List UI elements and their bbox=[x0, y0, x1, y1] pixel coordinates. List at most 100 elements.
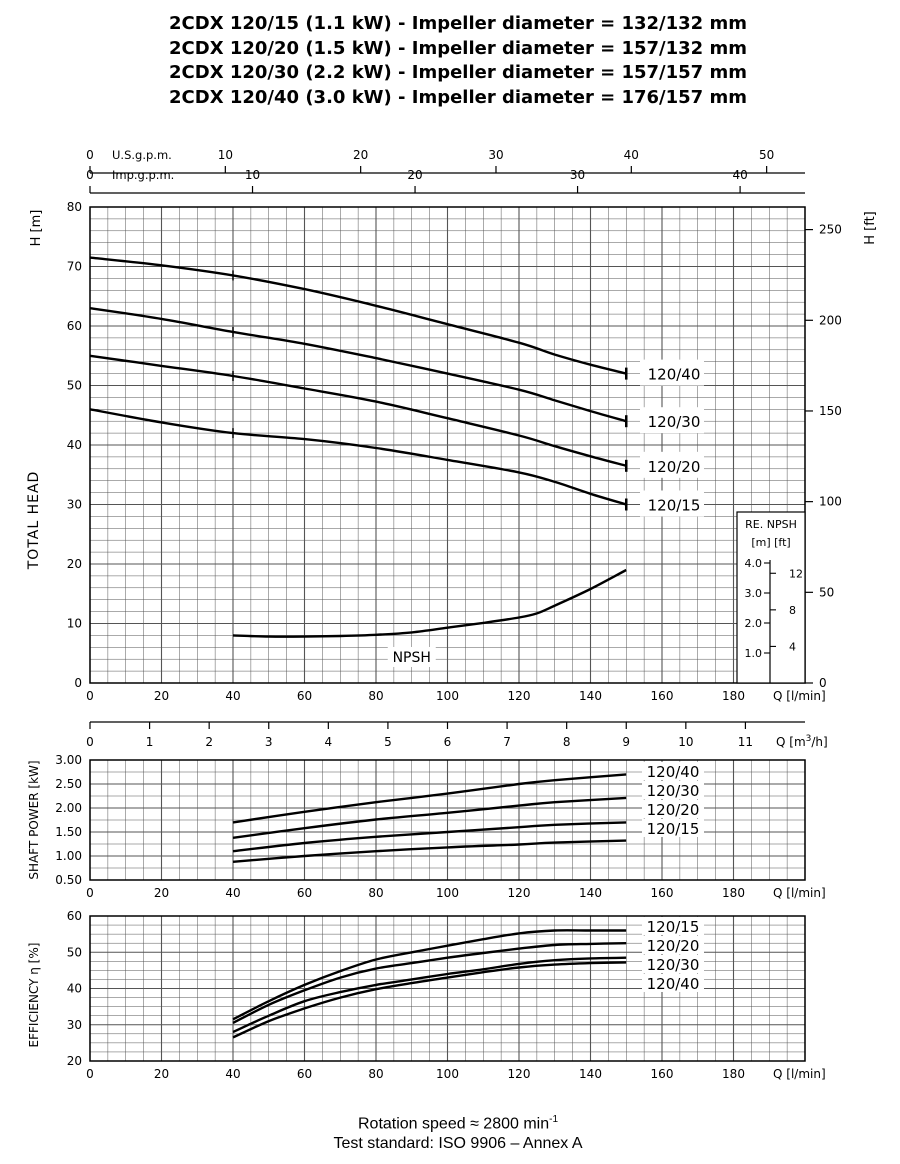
npsh-m-tick-label: 1.0 bbox=[745, 647, 763, 660]
npsh-curve-label: NPSH bbox=[393, 650, 431, 666]
test-standard-note: Test standard: ISO 9906 – Annex A bbox=[333, 1135, 583, 1153]
power-y-tick: 2.50 bbox=[55, 777, 82, 791]
head-curve-120-20 bbox=[89, 354, 627, 467]
power-frame bbox=[89, 759, 806, 881]
eff-label-bg bbox=[642, 917, 704, 935]
eff-curve-120-15 bbox=[232, 929, 627, 1021]
eff-x-tick: 60 bbox=[297, 1067, 312, 1081]
head-x-tick: 140 bbox=[579, 689, 602, 703]
head-y-tick: 80 bbox=[67, 200, 82, 214]
eff-y-tick: 40 bbox=[67, 982, 82, 996]
title-line-3: 2CDX 120/30 (2.2 kW) - Impeller diameter… bbox=[169, 62, 747, 83]
head-y-tick: 10 bbox=[67, 617, 82, 631]
head-y-tick: 20 bbox=[67, 557, 82, 571]
head-ft-tick-label: 250 bbox=[819, 223, 842, 237]
power-curve-label: 120/40 bbox=[647, 763, 700, 781]
m3h-axis-tick-label: 1 bbox=[146, 735, 154, 749]
power-curve-120-20 bbox=[232, 821, 627, 853]
title-line-1: 2CDX 120/15 (1.1 kW) - Impeller diameter… bbox=[169, 13, 747, 34]
head-x-tick: 80 bbox=[368, 689, 383, 703]
m3h-axis-tick-label: 8 bbox=[563, 735, 571, 749]
head-x-tick: 180 bbox=[722, 689, 745, 703]
head-curve-label: 120/15 bbox=[648, 497, 701, 515]
power-x-tick: 80 bbox=[368, 886, 383, 900]
head-y-tick: 70 bbox=[67, 260, 82, 274]
eff-curve-label: 120/40 bbox=[647, 975, 700, 993]
top-axis-tick-label-0: 50 bbox=[759, 148, 774, 162]
eff-x-tick: 160 bbox=[651, 1067, 674, 1081]
m3h-axis-tick-label: 9 bbox=[622, 735, 630, 749]
title-line-4: 2CDX 120/40 (3.0 kW) - Impeller diameter… bbox=[169, 86, 747, 108]
rotation-speed-exponent: -1 bbox=[549, 1114, 559, 1125]
head-ft-tick-label: 200 bbox=[819, 313, 842, 327]
eff-label-bg bbox=[642, 974, 704, 992]
head-curve-label-bg bbox=[640, 359, 704, 386]
head-y-tick: 30 bbox=[67, 498, 82, 512]
power-x-label: Q [l/min] bbox=[773, 886, 826, 900]
head-curve-120-40 bbox=[89, 256, 627, 375]
npsh-ft-tick-label: 8 bbox=[789, 604, 796, 617]
power-x-tick: 180 bbox=[722, 886, 745, 900]
top-axis-tick-label-0: 10 bbox=[218, 148, 233, 162]
eff-y-tick: 60 bbox=[67, 909, 82, 923]
top-axis-tick-label-1: 10 bbox=[245, 168, 260, 182]
m3h-axis-tick-label: 3 bbox=[265, 735, 273, 749]
head-curve-120-30 bbox=[89, 307, 627, 423]
top-axis-tick-label-0: 40 bbox=[624, 148, 639, 162]
power-x-tick: 60 bbox=[297, 886, 312, 900]
npsh-m-tick-label: 3.0 bbox=[745, 587, 763, 600]
eff-y-tick: 30 bbox=[67, 1018, 82, 1032]
head-curve-120-15 bbox=[89, 408, 627, 506]
eff-x-tick: 120 bbox=[508, 1067, 531, 1081]
chart-title-block: 2CDX 120/15 (1.1 kW) - Impeller diameter… bbox=[0, 12, 900, 110]
m3h-axis-tick-label: 7 bbox=[503, 735, 511, 749]
npsh-m-tick-label: 4.0 bbox=[745, 557, 763, 570]
head-y-tick: 50 bbox=[67, 379, 82, 393]
head-curve-label-bg bbox=[640, 407, 704, 434]
head-x-tick: 0 bbox=[86, 689, 94, 703]
eff-ylabel: EFFICIENCY η [%] bbox=[27, 943, 41, 1048]
head-x-tick: 120 bbox=[508, 689, 531, 703]
m3h-axis-tick-label: 4 bbox=[325, 735, 333, 749]
head-curve-label-bg bbox=[640, 490, 704, 517]
npsh-inset-units: [m] [ft] bbox=[751, 536, 790, 549]
eff-x-tick: 140 bbox=[579, 1067, 602, 1081]
power-curve-label: 120/30 bbox=[647, 782, 700, 800]
eff-curve-120-20 bbox=[232, 942, 627, 1024]
power-curve-120-40 bbox=[232, 773, 627, 824]
power-x-tick: 0 bbox=[86, 886, 94, 900]
rotation-speed-note: Rotation speed ≈ 2800 min-1 bbox=[0, 1110, 900, 1134]
power-x-tick: 120 bbox=[508, 886, 531, 900]
eff-x-label: Q [l/min] bbox=[773, 1067, 826, 1081]
head-curve-label: 120/30 bbox=[648, 413, 701, 431]
npsh-m-tick-label: 2.0 bbox=[745, 617, 763, 630]
power-y-tick: 2.00 bbox=[55, 801, 82, 815]
eff-x-tick: 100 bbox=[436, 1067, 459, 1081]
chart-footer: Rotation speed ≈ 2800 min-1 Test standar… bbox=[0, 1110, 900, 1154]
m3h-axis-tick-label: 10 bbox=[678, 735, 693, 749]
eff-frame bbox=[89, 915, 806, 1062]
power-y-tick: 3.00 bbox=[55, 753, 82, 767]
power-curve-120-30 bbox=[232, 796, 627, 839]
head-ft-tick-label: 50 bbox=[819, 585, 834, 599]
npsh-label-bg bbox=[387, 646, 436, 667]
top-axis-tick-label-0: 0 bbox=[86, 148, 94, 162]
top-axis-tick-label-0: 20 bbox=[353, 148, 368, 162]
top-axis-tick-label-1: 30 bbox=[570, 168, 585, 182]
head-x-tick: 100 bbox=[436, 689, 459, 703]
npsh-inset-box bbox=[736, 511, 806, 684]
head-curve-label: 120/40 bbox=[648, 366, 701, 384]
power-curve-label: 120/15 bbox=[647, 820, 700, 838]
m3h-unit-suffix: /h] bbox=[811, 735, 827, 749]
top-axis-tick-label-1: 40 bbox=[732, 168, 747, 182]
power-label-bg bbox=[642, 762, 704, 780]
head-y-tick: 60 bbox=[67, 319, 82, 333]
eff-x-tick: 0 bbox=[86, 1067, 94, 1081]
power-x-tick: 100 bbox=[436, 886, 459, 900]
power-x-tick: 40 bbox=[225, 886, 240, 900]
m3h-axis-tick-label: 0 bbox=[86, 735, 94, 749]
eff-curve-120-30 bbox=[232, 956, 627, 1034]
power-x-tick: 20 bbox=[154, 886, 169, 900]
head-x-tick: 160 bbox=[651, 689, 674, 703]
